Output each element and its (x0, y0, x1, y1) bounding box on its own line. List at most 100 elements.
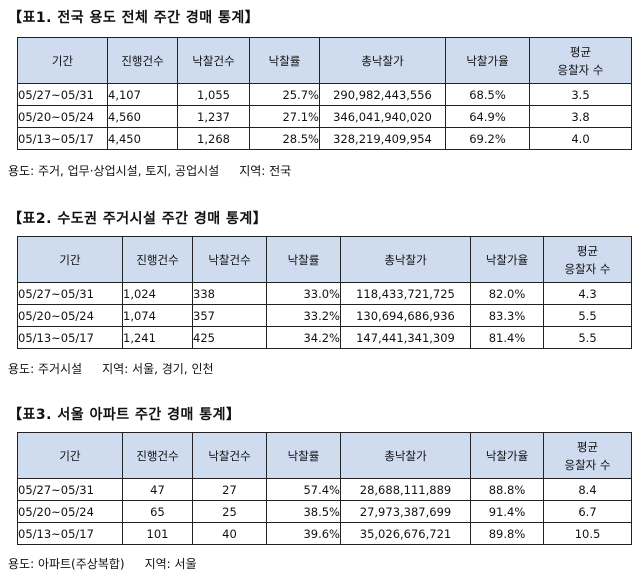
header-bidders: 평균 응찰자 수 (543, 236, 632, 283)
cell-cases: 101 (122, 522, 193, 545)
table-row: 05/27~05/31 1,024 338 33.0% 118,433,721,… (17, 282, 632, 305)
header-sold: 낙찰건수 (192, 236, 267, 283)
cell-sale-rate: 38.5% (266, 500, 341, 523)
cell-period: 05/20~05/24 (17, 105, 108, 128)
cell-cases: 4,560 (107, 105, 178, 128)
cell-bidders: 3.8 (529, 105, 632, 128)
header-cases: 진행건수 (122, 432, 193, 479)
cell-bidders: 3.5 (529, 83, 632, 106)
cell-total-price: 328,219,409,954 (319, 127, 446, 150)
cell-period: 05/27~05/31 (17, 83, 108, 106)
table-2: 기간 진행건수 낙찰건수 낙찰률 총낙찰가 낙찰가율 평균 응찰자 수 05/27… (17, 236, 632, 349)
cell-price-rate: 89.8% (470, 522, 544, 545)
cell-cases: 1,024 (122, 282, 193, 305)
cell-sold: 1,237 (177, 105, 250, 128)
cell-price-rate: 69.2% (445, 127, 530, 150)
cell-period: 05/13~05/17 (17, 522, 123, 545)
cell-bidders: 5.5 (543, 326, 632, 349)
header-price-rate: 낙찰가율 (470, 432, 544, 479)
cell-cases: 4,450 (107, 127, 178, 150)
table-2-header-row: 기간 진행건수 낙찰건수 낙찰률 총낙찰가 낙찰가율 평균 응찰자 수 (17, 236, 632, 283)
table-2-title: 【표2. 수도권 주거시설 주간 경매 통계】 (8, 211, 268, 227)
header-total-price: 총낙찰가 (340, 236, 471, 283)
header-total-price: 총낙찰가 (319, 37, 446, 84)
table-row: 05/13~05/17 1,241 425 34.2% 147,441,341,… (17, 326, 632, 349)
cell-bidders: 4.0 (529, 127, 632, 150)
table-row: 05/20~05/24 65 25 38.5% 27,973,387,699 9… (17, 500, 632, 523)
cell-sold: 25 (192, 500, 267, 523)
header-period: 기간 (17, 37, 108, 84)
header-sold: 낙찰건수 (192, 432, 267, 479)
header-period: 기간 (17, 432, 123, 479)
header-price-rate: 낙찰가율 (470, 236, 544, 283)
table-2-note: 용도: 주거시설 지역: 서울, 경기, 인천 (8, 360, 214, 377)
cell-total-price: 147,441,341,309 (340, 326, 471, 349)
cell-sold: 27 (192, 478, 267, 501)
table-3-title: 【표3. 서울 아파트 주간 경매 통계】 (8, 407, 241, 423)
cell-cases: 65 (122, 500, 193, 523)
cell-cases: 1,241 (122, 326, 193, 349)
header-sale-rate: 낙찰률 (266, 236, 341, 283)
table-row: 05/20~05/24 1,074 357 33.2% 130,694,686,… (17, 304, 632, 327)
table-row: 05/27~05/31 4,107 1,055 25.7% 290,982,44… (17, 83, 632, 106)
cell-bidders: 4.3 (543, 282, 632, 305)
header-price-rate: 낙찰가율 (445, 37, 530, 84)
cell-sale-rate: 57.4% (266, 478, 341, 501)
header-bidders: 평균 응찰자 수 (529, 37, 632, 84)
note-region: 지역: 서울 (144, 557, 197, 571)
header-sale-rate: 낙찰률 (249, 37, 320, 84)
table-1-title: 【표1. 전국 용도 전체 주간 경매 통계】 (8, 10, 260, 26)
header-period: 기간 (17, 236, 123, 283)
cell-bidders: 8.4 (543, 478, 632, 501)
cell-total-price: 290,982,443,556 (319, 83, 446, 106)
cell-price-rate: 88.8% (470, 478, 544, 501)
cell-sold: 425 (192, 326, 267, 349)
cell-period: 05/20~05/24 (17, 500, 123, 523)
cell-total-price: 346,041,940,020 (319, 105, 446, 128)
cell-sold: 357 (192, 304, 267, 327)
header-sale-rate: 낙찰률 (266, 432, 341, 479)
cell-sale-rate: 25.7% (249, 83, 320, 106)
cell-bidders: 6.7 (543, 500, 632, 523)
header-cases: 진행건수 (107, 37, 178, 84)
note-usage: 용도: 주거시설 (8, 362, 83, 376)
cell-sold: 1,055 (177, 83, 250, 106)
cell-price-rate: 91.4% (470, 500, 544, 523)
cell-sale-rate: 33.0% (266, 282, 341, 305)
cell-total-price: 130,694,686,936 (340, 304, 471, 327)
header-cases: 진행건수 (122, 236, 193, 283)
cell-sale-rate: 28.5% (249, 127, 320, 150)
table-row: 05/27~05/31 47 27 57.4% 28,688,111,889 8… (17, 478, 632, 501)
table-3-header-row: 기간 진행건수 낙찰건수 낙찰률 총낙찰가 낙찰가율 평균 응찰자 수 (17, 432, 632, 479)
cell-price-rate: 82.0% (470, 282, 544, 305)
cell-period: 05/20~05/24 (17, 304, 123, 327)
cell-cases: 4,107 (107, 83, 178, 106)
cell-sale-rate: 27.1% (249, 105, 320, 128)
cell-bidders: 5.5 (543, 304, 632, 327)
table-row: 05/13~05/17 101 40 39.6% 35,026,676,721 … (17, 522, 632, 545)
cell-total-price: 35,026,676,721 (340, 522, 471, 545)
table-1-note: 용도: 주거, 업무·상업시설, 토지, 공업시설 지역: 전국 (8, 162, 291, 179)
header-sold: 낙찰건수 (177, 37, 250, 84)
cell-sold: 40 (192, 522, 267, 545)
table-3-note: 용도: 아파트(주상복합) 지역: 서울 (8, 555, 197, 572)
header-total-price: 총낙찰가 (340, 432, 471, 479)
cell-period: 05/13~05/17 (17, 127, 108, 150)
note-region: 지역: 서울, 경기, 인천 (102, 362, 214, 376)
table-1-header-row: 기간 진행건수 낙찰건수 낙찰률 총낙찰가 낙찰가율 평균 응찰자 수 (17, 37, 632, 84)
table-3: 기간 진행건수 낙찰건수 낙찰률 총낙찰가 낙찰가율 평균 응찰자 수 05/27… (17, 432, 632, 545)
cell-price-rate: 83.3% (470, 304, 544, 327)
cell-total-price: 27,973,387,699 (340, 500, 471, 523)
cell-total-price: 118,433,721,725 (340, 282, 471, 305)
cell-price-rate: 68.5% (445, 83, 530, 106)
header-bidders: 평균 응찰자 수 (543, 432, 632, 479)
note-usage: 용도: 아파트(주상복합) (8, 557, 125, 571)
cell-period: 05/13~05/17 (17, 326, 123, 349)
cell-sale-rate: 39.6% (266, 522, 341, 545)
cell-period: 05/27~05/31 (17, 478, 123, 501)
cell-sold: 338 (192, 282, 267, 305)
cell-sale-rate: 33.2% (266, 304, 341, 327)
cell-price-rate: 81.4% (470, 326, 544, 349)
cell-cases: 1,074 (122, 304, 193, 327)
cell-total-price: 28,688,111,889 (340, 478, 471, 501)
